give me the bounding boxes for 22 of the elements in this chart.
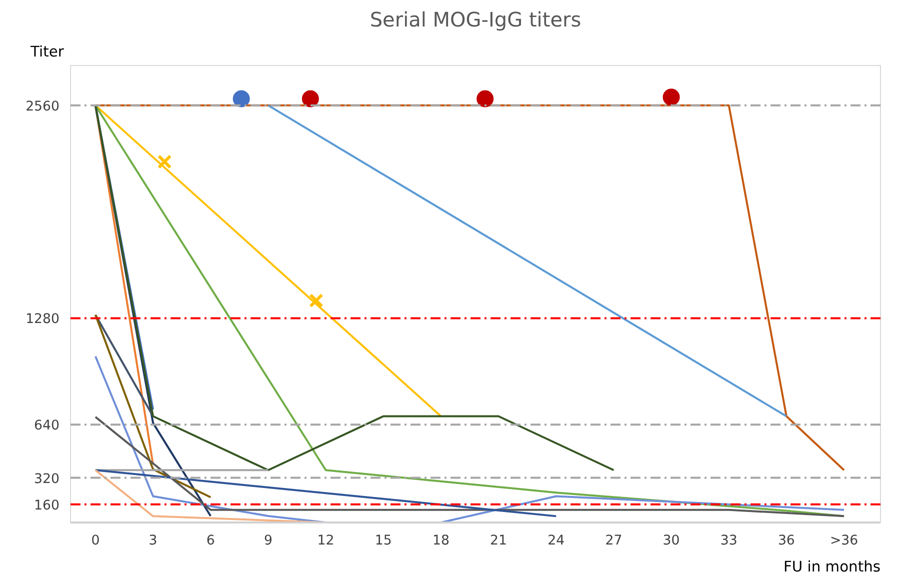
x-axis-title: FU in months: [783, 558, 881, 576]
x-tick-label: 30: [662, 534, 680, 548]
y-axis-title: Titer: [30, 44, 65, 60]
x-tick-label: 12: [317, 534, 334, 548]
y-tick-label: 1280: [26, 312, 60, 328]
x-tick-label: 21: [490, 534, 508, 548]
x-tick-label: 33: [720, 534, 738, 548]
x-tick-label: 27: [605, 534, 622, 548]
y-tick-label: 2560: [26, 99, 60, 114]
chart-title: Serial MOG-IgG titers: [370, 8, 582, 32]
x-tick-label: 0: [91, 534, 100, 548]
x-tick-label: 36: [778, 534, 795, 548]
x-tick-label: 15: [374, 534, 392, 548]
x-tick-label: 24: [548, 534, 565, 548]
x-tick-label: 6: [206, 534, 215, 548]
x-tick-label: 18: [432, 534, 450, 548]
y-tick-label: 640: [34, 418, 60, 434]
y-tick-label: 160: [34, 498, 60, 514]
x-tick-label: 9: [264, 534, 272, 548]
y-tick-label: 320: [34, 472, 60, 487]
x-tick-label: >36: [830, 534, 858, 548]
x-tick-label: 3: [148, 534, 158, 548]
